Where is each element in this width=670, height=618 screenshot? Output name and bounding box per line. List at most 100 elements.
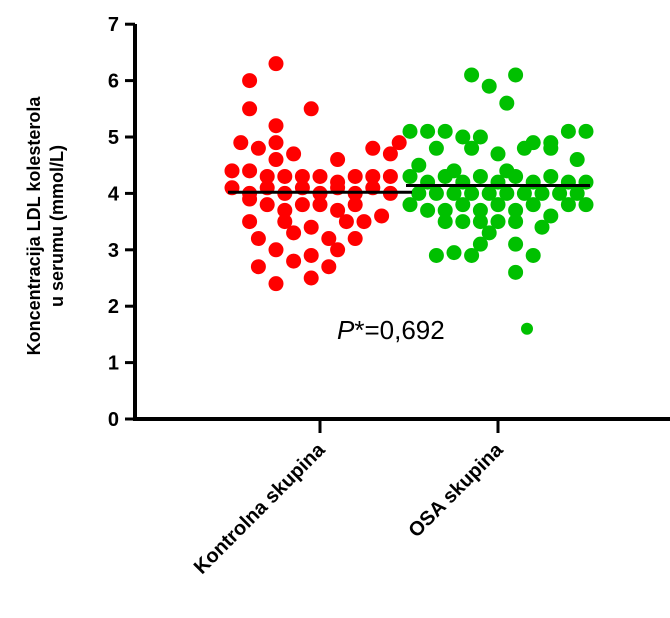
data-point: [508, 67, 524, 83]
data-point: [242, 73, 258, 89]
data-point: [578, 197, 594, 213]
data-point: [242, 163, 258, 179]
data-point: [437, 214, 453, 230]
data-point: [411, 157, 427, 173]
y-tick-label: 3: [108, 240, 119, 262]
data-point: [464, 140, 480, 156]
p-value-prefix: P: [337, 315, 355, 345]
data-point: [472, 202, 488, 218]
data-point: [277, 168, 293, 184]
data-point: [268, 242, 284, 258]
data-point: [534, 219, 550, 235]
data-point: [268, 276, 284, 292]
data-point: [268, 135, 284, 151]
data-point: [420, 123, 436, 139]
data-point: [382, 146, 398, 162]
data-point: [428, 185, 444, 201]
data-point: [472, 129, 488, 145]
data-point: [402, 123, 418, 139]
data-point: [242, 191, 258, 207]
y-axis-title-line2: u serumu (mmol/L): [47, 145, 67, 307]
data-point: [490, 214, 506, 230]
data-point: [552, 185, 568, 201]
data-point: [303, 247, 319, 263]
data-point: [286, 253, 302, 269]
data-point: [508, 168, 524, 184]
data-point: [455, 197, 471, 213]
data-point: [330, 242, 346, 258]
data-point: [543, 140, 559, 156]
data-point: [499, 95, 515, 111]
data-point: [437, 123, 453, 139]
data-point: [330, 202, 346, 218]
data-point: [250, 231, 266, 247]
data-point: [543, 168, 559, 184]
data-point: [428, 140, 444, 156]
y-tick-label: 1: [108, 353, 119, 375]
data-point: [402, 197, 418, 213]
data-point: [224, 163, 240, 179]
data-point: [543, 208, 559, 224]
data-point: [437, 168, 453, 184]
data-point: [534, 185, 550, 201]
data-point: [277, 214, 293, 230]
p-value-text: *=0,692: [354, 315, 444, 345]
data-point: [446, 245, 462, 261]
x-category-label: OSA skupina: [404, 438, 508, 542]
y-axis-ticks: 0 1 2 3 4 5 6 7: [108, 14, 135, 431]
data-point: [472, 214, 488, 230]
data-point: [569, 152, 585, 168]
data-point: [233, 135, 249, 151]
data-point: [560, 123, 576, 139]
data-point: [516, 185, 532, 201]
data-point: [481, 225, 497, 241]
data-point: [569, 185, 585, 201]
data-points: [224, 56, 594, 335]
data-point: [490, 146, 506, 162]
y-tick-label: 7: [108, 14, 119, 36]
data-point: [286, 146, 302, 162]
data-point: [365, 168, 381, 184]
data-point: [338, 214, 354, 230]
data-point: [286, 225, 302, 241]
x-axis-ticks: Kontrolna skupina OSA skupina: [190, 419, 508, 579]
data-point: [303, 101, 319, 117]
data-point: [428, 247, 444, 263]
data-point: [303, 219, 319, 235]
data-point: [294, 168, 310, 184]
data-point: [277, 202, 293, 218]
data-point: [481, 78, 497, 94]
data-point: [508, 264, 524, 280]
data-point: [250, 140, 266, 156]
data-point-outlier: [521, 322, 533, 335]
data-point: [391, 135, 407, 151]
data-point: [330, 152, 346, 168]
data-point: [402, 168, 418, 184]
y-axis-title: Koncentracija LDL kolesterola u serumu (…: [24, 96, 67, 356]
data-point: [560, 197, 576, 213]
data-point: [446, 185, 462, 201]
data-point: [455, 129, 471, 145]
data-point: [525, 247, 541, 263]
data-point: [578, 123, 594, 139]
data-point: [508, 202, 524, 218]
data-point: [382, 168, 398, 184]
data-point: [294, 197, 310, 213]
data-point: [481, 185, 497, 201]
data-point: [321, 231, 337, 247]
data-point: [411, 185, 427, 201]
y-tick-label: 2: [108, 296, 119, 318]
y-tick-label: 4: [108, 183, 120, 205]
data-point: [464, 67, 480, 83]
data-point: [516, 140, 532, 156]
data-point: [437, 202, 453, 218]
y-tick-label: 5: [108, 127, 119, 149]
data-point: [259, 168, 275, 184]
data-point: [356, 214, 372, 230]
data-point: [365, 140, 381, 156]
data-point: [303, 270, 319, 286]
data-point: [250, 259, 266, 275]
data-point: [472, 236, 488, 252]
x-category-label: Kontrolna skupina: [190, 438, 330, 578]
